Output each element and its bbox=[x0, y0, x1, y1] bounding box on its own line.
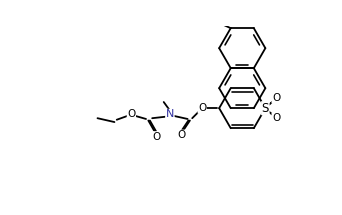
Text: O: O bbox=[198, 103, 206, 113]
Text: O: O bbox=[272, 113, 280, 123]
Text: S: S bbox=[262, 102, 269, 115]
Text: O: O bbox=[152, 132, 160, 142]
Text: O: O bbox=[127, 109, 135, 119]
Text: N: N bbox=[166, 109, 174, 119]
Text: O: O bbox=[272, 93, 280, 103]
Text: O: O bbox=[177, 130, 186, 140]
